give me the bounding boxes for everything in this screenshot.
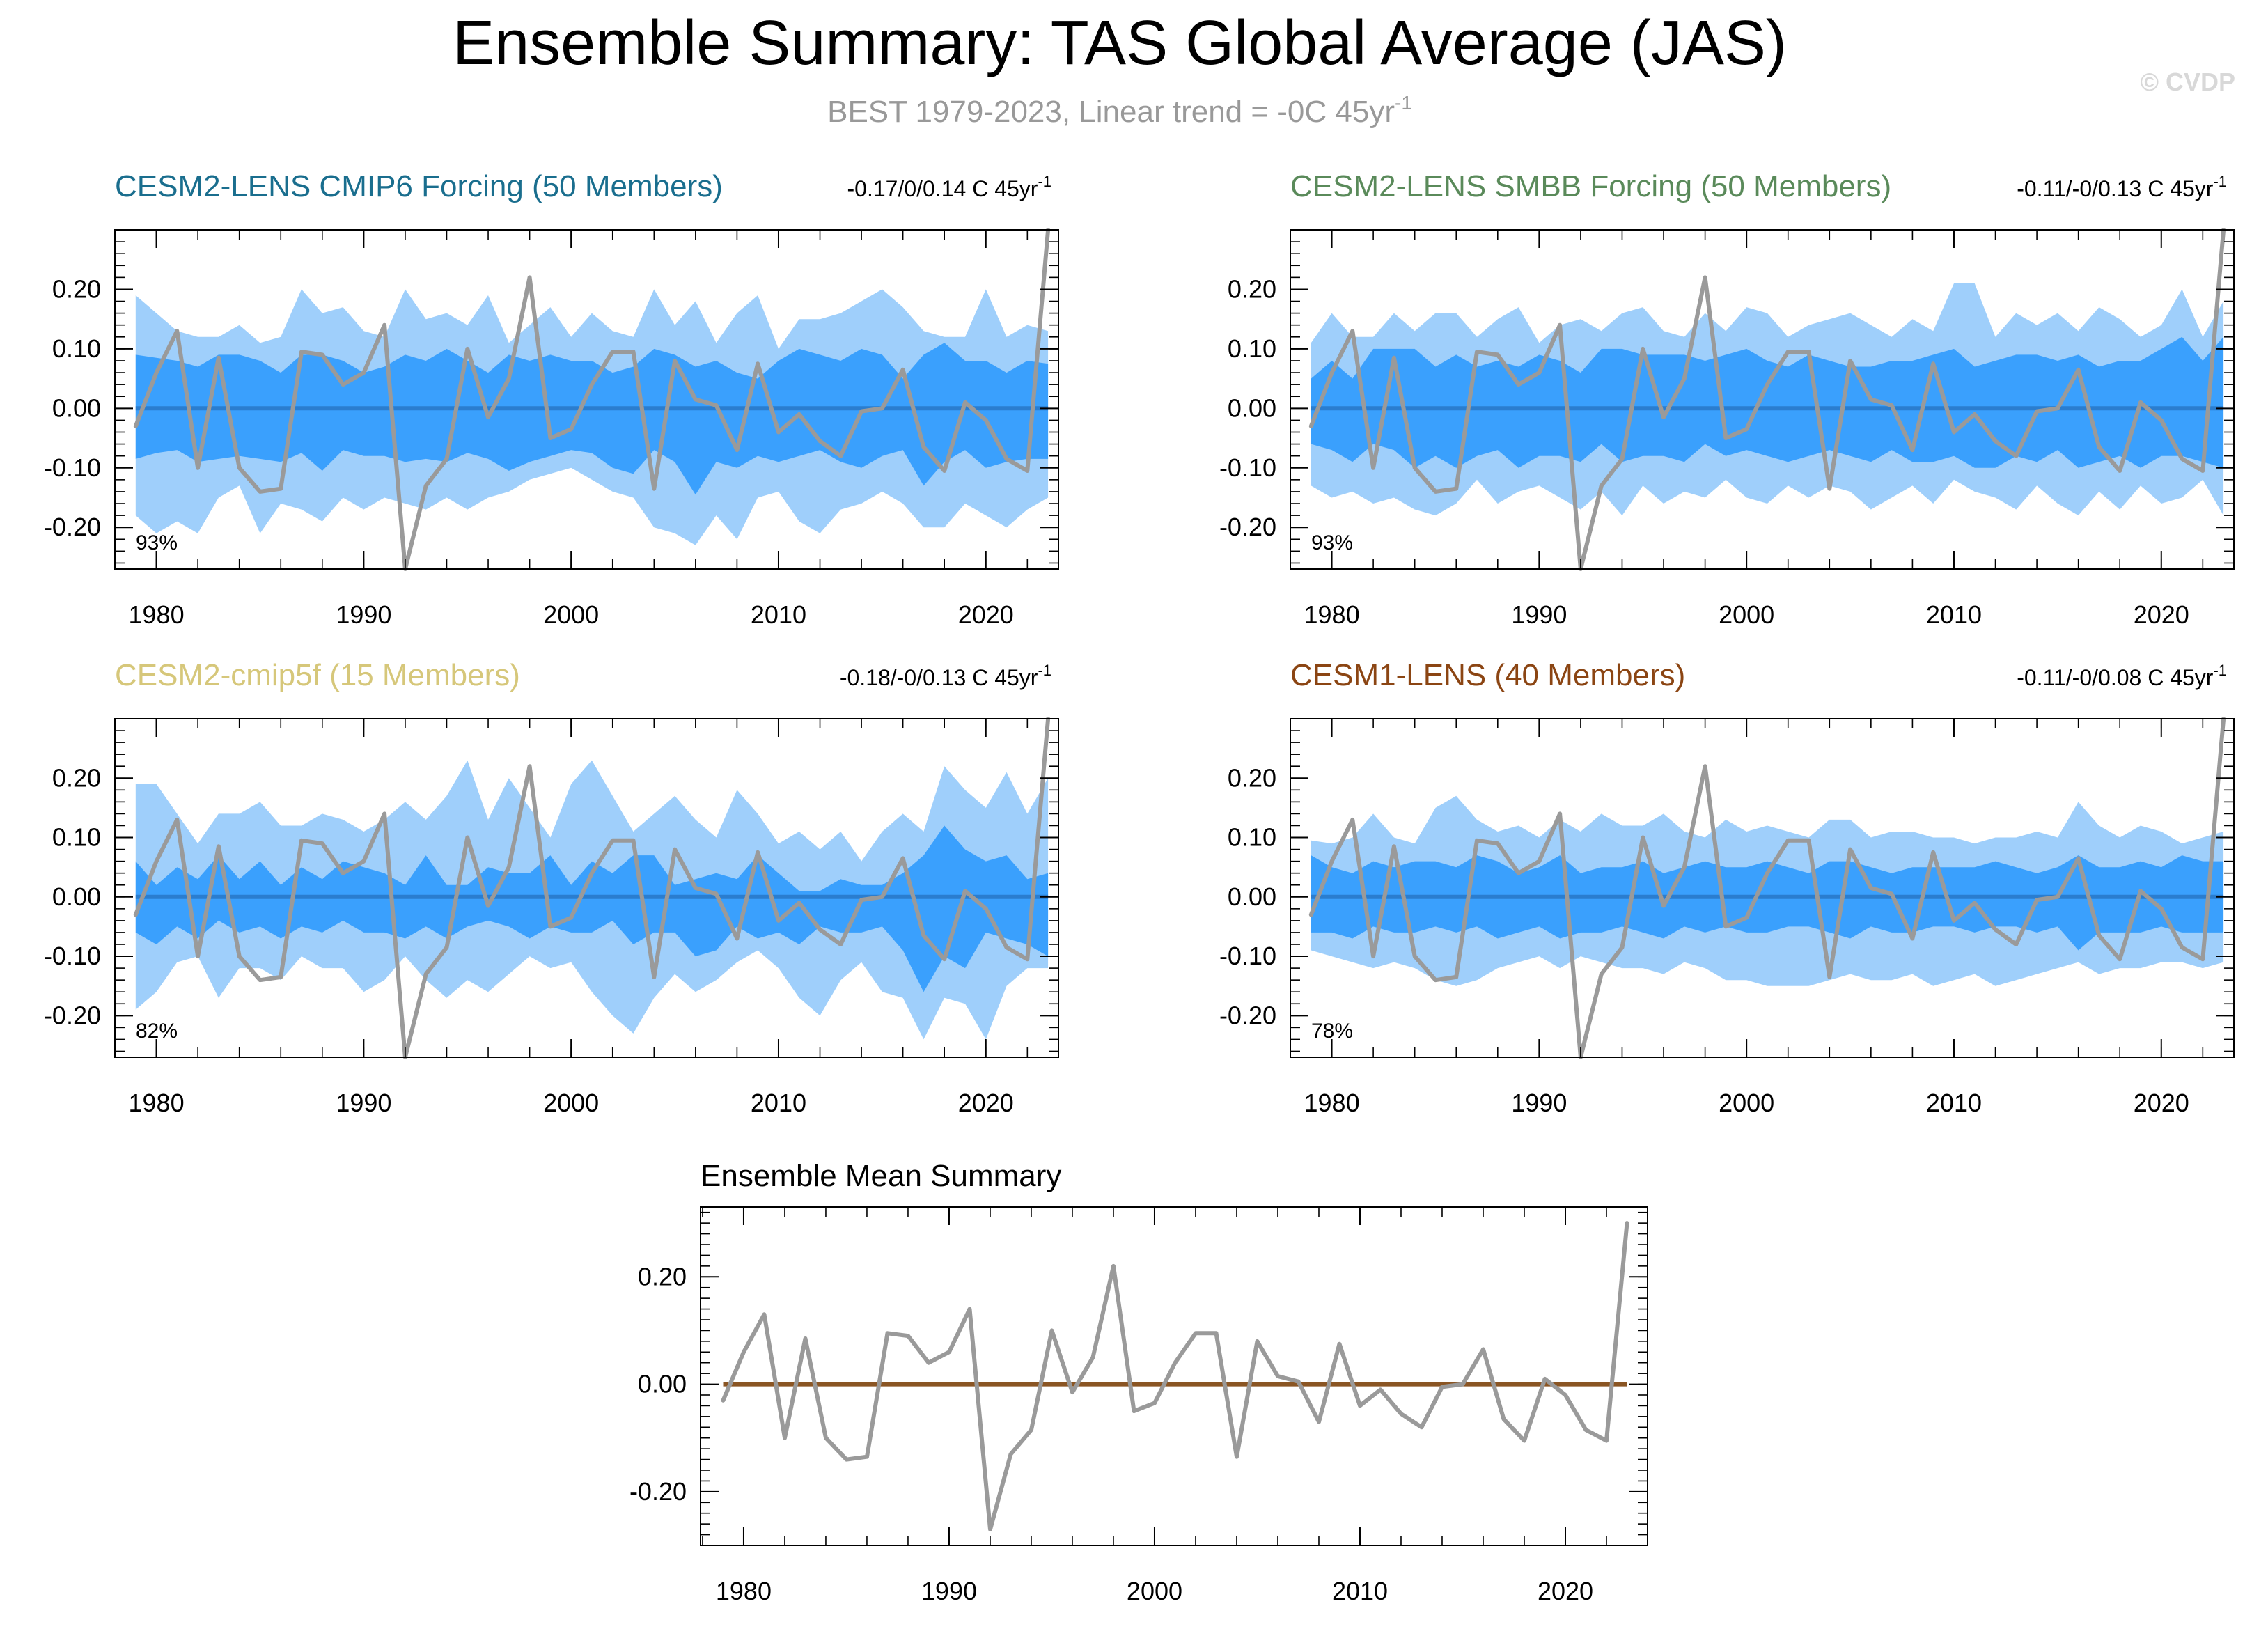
plot-frame — [114, 229, 1059, 570]
x-tick-label: 2010 — [751, 1089, 806, 1117]
y-tick-label: 0.10 — [1228, 823, 1276, 852]
x-tick-label: 2020 — [1538, 1577, 1593, 1605]
trend-label: -0.18/-0/0.13 C 45yr-1 — [840, 662, 1051, 690]
x-tick-label: 2020 — [2134, 600, 2189, 629]
trend-label-text: -0.11/-0/0.08 C 45yr — [2017, 665, 2214, 690]
y-tick-label: -0.20 — [1219, 1001, 1276, 1029]
observations-line — [1308, 717, 2226, 1059]
x-tick-label: 1980 — [129, 600, 185, 629]
trend-label: -0.11/-0/0.08 C 45yr-1 — [2017, 662, 2227, 690]
trend-label-superscript: -1 — [2213, 662, 2227, 679]
watermark: © CVDP — [2140, 68, 2235, 96]
panel-cmip6: 0.20 0.10 0.00 -0.10 -0.20 1980 1990 2000 2010 20… — [44, 169, 1059, 629]
observations-line — [1308, 228, 2226, 571]
x-tick-label: 1990 — [921, 1577, 977, 1605]
percent-label: 78% — [1311, 1020, 1353, 1043]
x-tick-label: 2000 — [1719, 600, 1774, 629]
x-tick-label: 1980 — [129, 1089, 185, 1117]
trend-label-text: -0.11/-0/0.13 C 45yr — [2017, 176, 2214, 201]
plot-frame — [1290, 229, 2235, 570]
subtitle-superscript: -1 — [1395, 92, 1412, 114]
main-title: Ensemble Summary: TAS Global Average (JA… — [453, 8, 1787, 78]
trend-label-superscript: -1 — [2213, 173, 2227, 190]
y-tick-label: -0.10 — [44, 942, 101, 970]
trend-label-text: -0.17/0/0.14 C 45yr — [847, 176, 1038, 201]
inner-spread-band — [135, 825, 1049, 992]
trend-label: -0.17/0/0.14 C 45yr-1 — [847, 173, 1052, 201]
y-tick-label: -0.10 — [1219, 453, 1276, 482]
plot-frame — [114, 718, 1059, 1058]
y-tick-label: 0.00 — [638, 1370, 687, 1398]
x-tick-label: 2000 — [1719, 1089, 1774, 1117]
panel-cesm1: 0.20 0.10 0.00 -0.10 -0.20 1980 1990 2000 2010 20… — [1219, 658, 2235, 1117]
y-tick-label: -0.20 — [44, 513, 101, 541]
x-tick-label: 2010 — [1926, 600, 1982, 629]
panel-title: CESM2-cmip5f (15 Members) — [115, 658, 520, 692]
x-tick-label: 2020 — [2134, 1089, 2189, 1117]
x-tick-label: 1980 — [716, 1577, 772, 1605]
y-tick-label: 0.00 — [1228, 393, 1276, 422]
y-tick-label: 0.00 — [1228, 882, 1276, 911]
panel-title: CESM2-LENS CMIP6 Forcing (50 Members) — [115, 169, 723, 203]
y-tick-label: 0.20 — [1228, 274, 1276, 303]
x-tick-label: 1980 — [1304, 1089, 1360, 1117]
panel-cmip5f: 0.20 0.10 0.00 -0.10 -0.20 1980 1990 2000 2010 20… — [44, 658, 1059, 1117]
x-tick-label: 2010 — [1926, 1089, 1982, 1117]
trend-label-superscript: -1 — [1038, 662, 1051, 679]
y-tick-label: 0.20 — [1228, 763, 1276, 792]
x-tick-label: 2000 — [543, 1089, 599, 1117]
observations-line — [721, 1221, 1629, 1531]
y-tick-label: 0.20 — [52, 274, 101, 303]
y-tick-label: -0.10 — [1219, 942, 1276, 970]
subtitle-text: BEST 1979-2023, Linear trend = -0C 45yr — [827, 95, 1395, 129]
percent-label: 93% — [1311, 531, 1353, 554]
percent-label: 82% — [136, 1020, 178, 1043]
y-tick-label: 0.20 — [52, 763, 101, 792]
trend-label-text: -0.18/-0/0.13 C 45yr — [840, 665, 1038, 690]
x-tick-label: 1990 — [336, 600, 391, 629]
panels: 0.20 0.10 0.00 -0.10 -0.20 1980 1990 2000 2010 20… — [44, 169, 2235, 1605]
y-tick-label: -0.20 — [44, 1001, 101, 1029]
y-tick-label: 0.10 — [1228, 334, 1276, 363]
panel-smbb: 0.20 0.10 0.00 -0.10 -0.20 1980 1990 2000 2010 20… — [1219, 169, 2235, 629]
x-tick-label: 1990 — [1511, 1089, 1567, 1117]
trend-label-superscript: -1 — [1038, 173, 1051, 190]
panel-title: Ensemble Mean Summary — [701, 1159, 1061, 1193]
x-tick-label: 2020 — [958, 600, 1014, 629]
trend-label: -0.11/-0/0.13 C 45yr-1 — [2017, 173, 2227, 201]
y-tick-label: -0.20 — [629, 1477, 687, 1506]
panel-summary: 0.20 0.00 -0.20 1980 1990 2000 2010 2020 Ensembl… — [629, 1159, 1648, 1605]
y-tick-label: -0.10 — [44, 453, 101, 482]
x-tick-label: 1980 — [1304, 600, 1360, 629]
y-tick-label: 0.10 — [52, 823, 101, 852]
x-tick-label: 2010 — [1332, 1577, 1388, 1605]
y-tick-label: 0.20 — [638, 1262, 687, 1291]
x-tick-label: 1990 — [336, 1089, 391, 1117]
x-tick-label: 2000 — [543, 600, 599, 629]
percent-label: 93% — [136, 531, 178, 554]
plot-frame — [700, 1206, 1648, 1546]
x-tick-label: 2000 — [1127, 1577, 1182, 1605]
y-tick-label: -0.20 — [1219, 513, 1276, 541]
observations-line — [133, 228, 1051, 571]
plot-frame — [1290, 718, 2235, 1058]
y-tick-label: 0.00 — [52, 882, 101, 911]
x-tick-label: 2010 — [751, 600, 806, 629]
x-tick-label: 1990 — [1511, 600, 1567, 629]
y-tick-label: 0.10 — [52, 334, 101, 363]
inner-spread-band — [135, 343, 1049, 495]
y-tick-label: 0.00 — [52, 393, 101, 422]
observations-line — [133, 717, 1051, 1059]
x-tick-label: 2020 — [958, 1089, 1014, 1117]
panel-title: CESM1-LENS (40 Members) — [1290, 658, 1685, 692]
subtitle: BEST 1979-2023, Linear trend = -0C 45yr-… — [827, 92, 1412, 129]
panel-title: CESM2-LENS SMBB Forcing (50 Members) — [1290, 169, 1891, 203]
